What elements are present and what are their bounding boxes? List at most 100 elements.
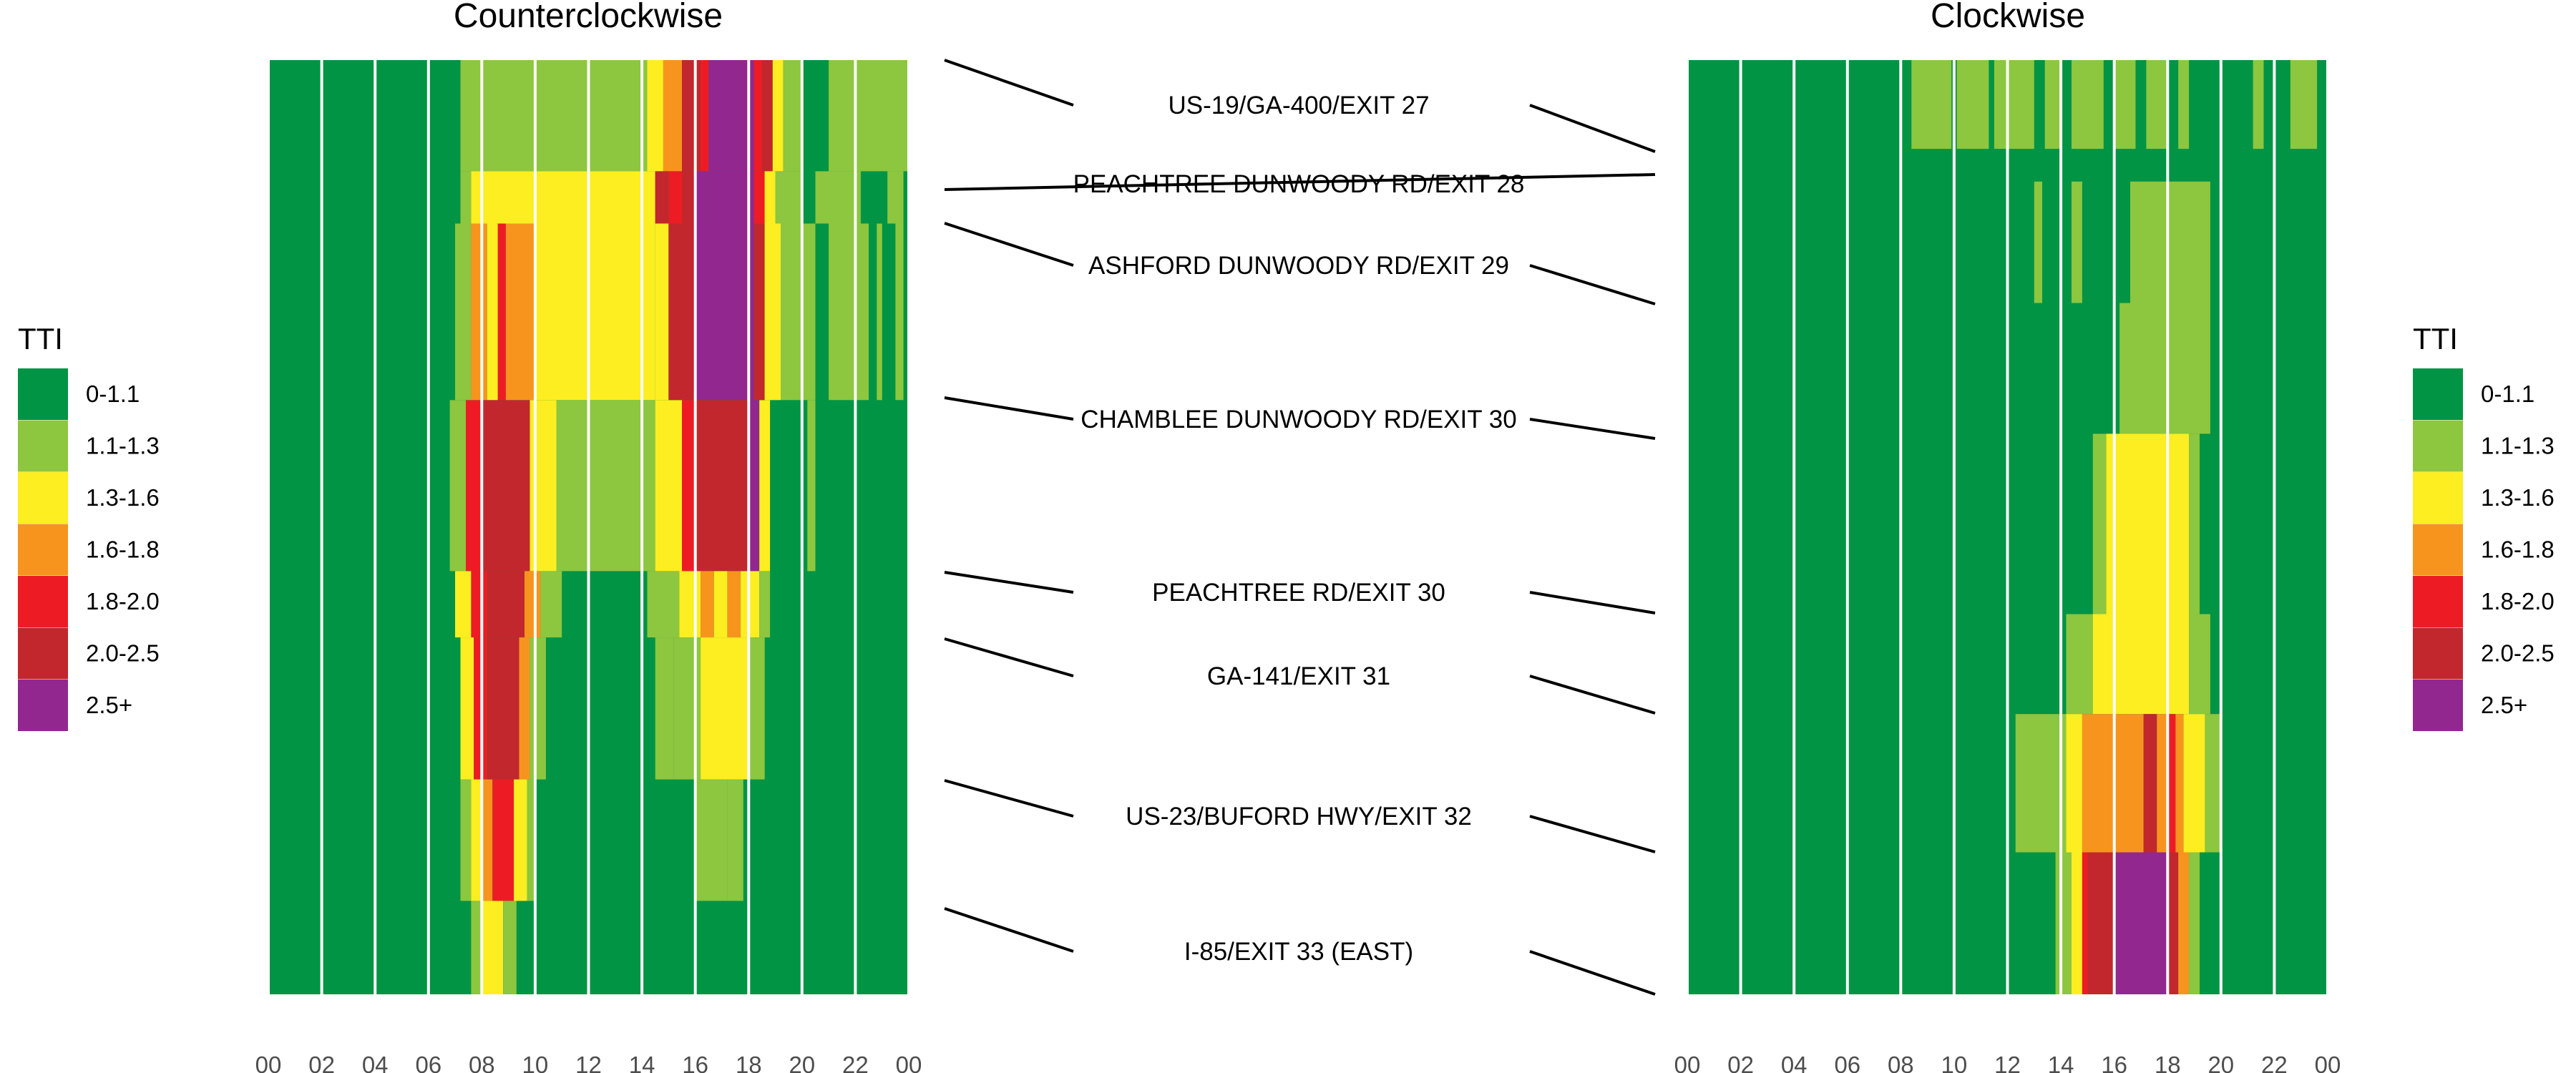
heatmap-cell [460,637,474,780]
heatmap-cell [1994,60,2034,150]
heatmap-cell [466,400,482,572]
heatmap-cell [2119,303,2130,434]
exit-connector-line [944,637,1074,677]
x-tick-label: 10 [1941,1052,1968,1073]
x-tick-label: 18 [736,1052,762,1073]
heatmap-cell [761,60,773,172]
heatmap-panels: Counterclockwise Clockwise [267,0,2329,994]
heatmap-cell [753,171,765,224]
exit-connector-line [1529,950,1656,996]
legend-swatch [2413,472,2463,524]
x-tick-label: 10 [522,1052,549,1073]
heatmap-cell [877,223,882,401]
heatmap-cell [701,637,749,780]
x-tick-label: 22 [2261,1052,2288,1073]
heatmap-cell [497,223,506,401]
legend-swatch [2413,420,2463,472]
heatmap-cell [815,171,861,224]
exit-connector-line [944,222,1074,267]
legend-title: TTI [2413,322,2458,356]
legends: TTI 0-1.1 1.1-1.3 1.3-1.6 1.6-1.8 1.8-2.0 2.0-… [18,322,2555,731]
panel-1: Clockwise [1686,0,2329,994]
x-tick-label: 14 [2048,1052,2074,1073]
heatmap-cell [807,400,816,572]
x-tick-label: 04 [362,1052,389,1073]
heatmap-cell [1956,60,1989,150]
heatmap-cell [764,223,781,401]
exit-connector-line [1529,264,1656,305]
heatmap-cell [655,223,669,401]
heatmap-cell [519,637,530,780]
x-tick-label: 18 [2155,1052,2181,1073]
heatmap-cell [727,779,743,901]
heatmap-cell [2205,714,2221,853]
x-tick-label: 00 [255,1052,282,1073]
x-tick-label: 16 [682,1052,708,1073]
heatmap-cell [682,171,696,224]
legend-label: 1.1-1.3 [86,433,160,459]
exit-label: PEACHTREE RD/EXIT 30 [1152,579,1445,607]
exit-label: I-85/EXIT 33 (EAST) [1184,938,1413,966]
heatmap-cell [2167,852,2179,994]
exit-connector-line [944,396,1074,421]
heatmap-cell [655,637,674,780]
heatmap-cell [781,223,816,401]
legend-swatch [2413,368,2463,420]
heatmap-cell [2175,714,2184,853]
legend-swatch [18,472,68,524]
heatmap-cell [535,223,655,401]
exit-connector-line [1529,418,1656,440]
legend-swatch [18,368,68,420]
legend-swatch [18,524,68,576]
heatmap-cell [663,60,682,172]
heatmap-cell [764,171,776,224]
heatmap-cell [2114,852,2168,994]
exit-connector-line [944,173,1656,191]
panel-title: Counterclockwise [454,0,723,35]
heatmap-cell [2183,714,2205,853]
heatmap-cell [460,171,472,224]
heatmap-cell [2072,60,2104,150]
heatmap-cell [701,60,709,172]
x-tick-label: 00 [2315,1052,2341,1073]
heatmap-cell [668,171,682,224]
legend-label: 1.6-1.8 [2481,536,2555,563]
heatmap-cell [2082,852,2088,994]
heatmap-cell [708,171,754,224]
panel-title: Clockwise [1931,0,2085,35]
exit-connector-line [1529,591,1656,614]
exit-label: US-23/BUFORD HWY/EXIT 32 [1126,803,1472,831]
heatmap-cell [2146,60,2168,150]
heatmap-cell [682,60,701,172]
heatmap-cell [2072,181,2082,303]
heatmap-cell [2114,60,2136,150]
x-axis-ticks: 00 02 04 06 08 10 12 14 16 18 20 22 00 00 02 04 06 08 10 12… [255,1052,2341,1073]
heatmap-cell [556,400,655,572]
exit-connector-line [944,59,1074,107]
heatmap-cell [682,400,696,572]
legend-swatch [18,420,68,472]
heatmap-cell [487,223,498,401]
heatmap-cell [753,60,762,172]
x-tick-label: 22 [842,1052,869,1073]
heatmap-cell [460,60,648,172]
heatmap-cell [471,571,487,638]
heatmap-cell [2253,60,2264,150]
legend-swatch [18,576,68,627]
exit-label: GA-141/EXIT 31 [1207,662,1390,690]
heatmap-cell [695,171,709,224]
heatmap-cell [655,171,669,224]
legend-swatch [2413,627,2463,680]
heatmap-cell [471,779,482,901]
heatmap-cell [2034,181,2042,303]
panel-0: Counterclockwise [267,0,910,994]
heatmap-cell [2092,614,2190,715]
x-tick-label: 04 [1781,1052,1807,1073]
x-tick-label: 06 [415,1052,441,1073]
legend-swatch [2413,524,2463,576]
x-tick-label: 12 [1994,1052,2021,1073]
exit-connector-line [944,779,1074,818]
heatmap-cell [2055,852,2072,994]
heatmap-cell [701,571,714,638]
legend-label: 2.0-2.5 [2481,640,2555,667]
